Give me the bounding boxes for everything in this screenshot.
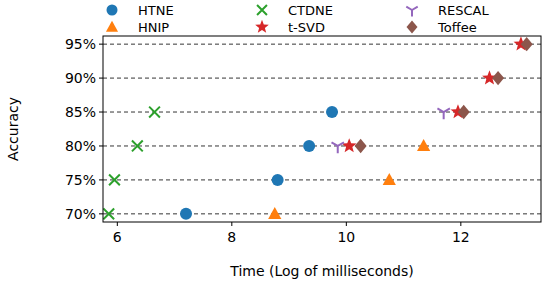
y-tick <box>99 44 103 45</box>
x-tick-label: 8 <box>227 229 236 245</box>
point <box>132 141 143 152</box>
chart-container: 70% 75% 80% 85% 90% 95% 6 8 10 12 Time (Log of mil… <box>0 0 548 292</box>
grid-line <box>103 112 541 113</box>
point <box>103 208 114 219</box>
legend-label: CTDNE <box>288 3 333 18</box>
y-tick <box>99 145 103 146</box>
chart: 70% 75% 80% 85% 90% 95% 6 8 10 12 Time (Log of mil… <box>0 0 548 292</box>
legend-marker <box>257 5 267 15</box>
y-tick <box>99 179 103 180</box>
grid-line <box>103 78 541 79</box>
y-tick-label: 85% <box>65 104 96 120</box>
legend: HTNE HNIP CTDNE t-SVD RESCAL Toffee <box>106 3 490 35</box>
x-tick <box>460 222 461 226</box>
y-tick-label: 95% <box>65 36 96 52</box>
legend-label: HTNE <box>138 3 174 18</box>
grid-line <box>103 44 541 45</box>
plot-frame <box>103 36 541 222</box>
legend-marker <box>106 21 118 32</box>
y-tick <box>99 78 103 79</box>
y-axis-label: Accuracy <box>5 97 21 161</box>
point <box>437 108 449 119</box>
x-tick-label: 6 <box>113 229 122 245</box>
y-tick-label: 75% <box>65 172 96 188</box>
point <box>109 175 120 186</box>
y-tick-label: 90% <box>65 70 96 86</box>
x-tick <box>346 222 347 226</box>
legend-marker <box>406 7 417 17</box>
x-axis-label: Time (Log of milliseconds) <box>229 263 413 279</box>
point <box>272 174 284 186</box>
grid-line <box>103 179 541 180</box>
x-tick-label: 12 <box>452 229 470 245</box>
y-tick-label: 70% <box>65 206 96 222</box>
legend-marker <box>107 5 118 16</box>
legend-label: Toffee <box>437 20 477 35</box>
point <box>303 140 315 152</box>
grid-line <box>103 145 541 146</box>
point <box>521 37 533 51</box>
legend-label: HNIP <box>138 20 169 35</box>
point <box>417 139 430 151</box>
point <box>326 106 338 118</box>
points <box>103 36 532 220</box>
point <box>342 138 357 152</box>
x-tick <box>231 222 232 226</box>
x-tick-label: 10 <box>337 229 355 245</box>
legend-marker <box>407 20 418 33</box>
point <box>458 105 470 119</box>
point <box>492 71 504 85</box>
point <box>332 142 344 153</box>
point <box>355 139 367 153</box>
y-tick <box>99 213 103 214</box>
point <box>149 107 160 118</box>
point <box>268 207 281 219</box>
point <box>383 173 396 185</box>
x-tick <box>117 222 118 226</box>
legend-label: RESCAL <box>438 3 489 18</box>
y-tick <box>99 112 103 113</box>
legend-label: t-SVD <box>288 20 325 35</box>
y-tick-label: 80% <box>65 138 96 154</box>
legend-marker <box>255 20 269 33</box>
point <box>180 208 192 220</box>
grid-line <box>103 213 541 214</box>
